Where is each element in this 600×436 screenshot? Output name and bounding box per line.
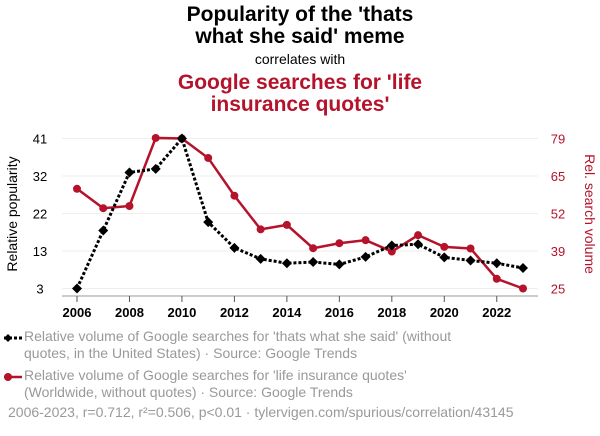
x-tick-label: 2010 (167, 305, 196, 320)
series-life-insurance-point (99, 204, 108, 213)
x-tick-label: 2016 (325, 305, 354, 320)
legend-text-1a: Relative volume of Google searches for '… (24, 328, 452, 344)
series-twss-point (229, 242, 240, 253)
series-life-insurance-point (387, 247, 396, 256)
series-twss-point (334, 259, 345, 270)
chart-title-line2: what she said' meme (195, 25, 405, 48)
series-twss-point (518, 262, 528, 273)
series-life-insurance-point (361, 236, 370, 245)
x-tick-label: 2006 (63, 305, 92, 320)
x-tick-label: 2008 (115, 305, 144, 320)
series-twss-point (465, 255, 476, 266)
chart-subtitle-line1: Google searches for 'life (177, 71, 423, 94)
series-twss-point (281, 258, 292, 269)
x-tick-label: 2018 (377, 305, 406, 320)
legend-text-1b: quotes, in the United States) · Source: … (24, 345, 358, 361)
legend-text-2a: Relative volume of Google searches for '… (24, 367, 407, 383)
series-life-insurance-point (151, 133, 160, 142)
series-life-insurance-point (309, 244, 318, 253)
series-life-insurance-point (230, 191, 239, 200)
series-life-insurance-point (125, 202, 134, 210)
series-life-insurance-point (335, 239, 344, 248)
chart-title-line1: Popularity of the 'thats (186, 3, 414, 26)
y-axis-label: Relative popularity (4, 156, 20, 271)
y-tick-label: 13 (33, 244, 47, 259)
series-twss-point (203, 217, 214, 228)
x-tick-label: 2022 (482, 305, 511, 320)
legend-item-2: Relative volume of Google searches for '… (24, 367, 584, 401)
series-life-insurance-point (256, 225, 265, 234)
y2-tick-label: 52 (551, 207, 565, 222)
legend-marker-2-circle (4, 373, 12, 381)
chart-subtitle-line2: insurance quotes' (210, 93, 390, 116)
series-twss-point (124, 167, 135, 178)
y2-tick-label: 79 (551, 132, 565, 147)
series-life-insurance-point (73, 184, 81, 193)
y2-tick-label: 39 (551, 244, 565, 259)
y-tick-label: 41 (33, 132, 47, 147)
series-life-insurance-point (466, 244, 475, 253)
y-tick-label: 22 (33, 207, 47, 222)
series-twss-point (413, 239, 424, 250)
y2-tick-label: 65 (551, 169, 565, 184)
series-twss-point (150, 163, 161, 174)
series-twss-point (360, 251, 371, 262)
series-twss-point (308, 257, 319, 268)
series-twss-point (98, 225, 109, 236)
series-life-insurance-line (76, 136, 524, 290)
series-life-insurance-point (492, 274, 501, 283)
y-tick-label: 32 (33, 169, 47, 184)
series-twss-point (72, 283, 82, 294)
series-twss-point (386, 240, 397, 251)
series-twss-point (439, 252, 450, 263)
x-tick-label: 2020 (430, 305, 459, 320)
legend-text-2b: (Worldwide, without quotes) · Source: Go… (24, 384, 353, 400)
legend-marker-1-diamond (4, 334, 12, 342)
series-life-insurance-point (282, 220, 291, 229)
series-life-insurance-point (414, 231, 423, 240)
series-twss-point (255, 253, 266, 264)
y2-tick-label: 25 (551, 282, 565, 297)
series-twss-point (176, 133, 187, 144)
correlates-text: correlates with (254, 51, 346, 67)
footer-stats: 2006-2023, r=0.712, r²=0.506, p<0.01 · t… (8, 404, 514, 420)
series-life-insurance-point (204, 153, 213, 162)
legend-item-1: Relative volume of Google searches for '… (24, 328, 584, 362)
series-life-insurance-point (519, 284, 527, 293)
series-twss-point (491, 258, 502, 269)
x-tick-label: 2014 (272, 305, 302, 320)
y2-axis-label: Rel. search volume (582, 154, 598, 274)
x-tick-label: 2012 (220, 305, 249, 320)
series-life-insurance-point (440, 242, 449, 251)
y-tick-label: 3 (36, 282, 43, 297)
